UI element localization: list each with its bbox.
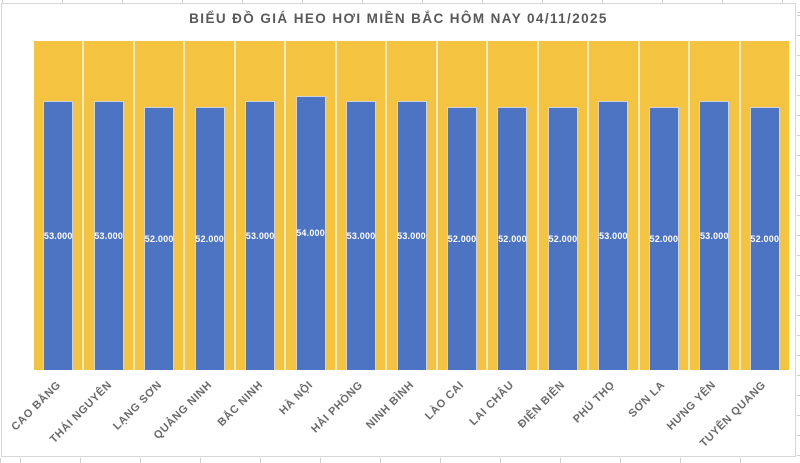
price-bar: 52.000 xyxy=(648,106,679,370)
category-slot: 53.000 xyxy=(34,41,85,370)
chart-title: BIỂU ĐỒ GIÁ HEO HƠI MIỀN BẮC HÔM NAY 04/… xyxy=(189,11,608,26)
bar-value-label: 52.000 xyxy=(548,233,578,244)
price-bar: 52.000 xyxy=(497,106,528,370)
x-axis-labels: CAO BẰNG THÁI NGUYÊN LẠNG SƠN QUẢNG NINH BẮC… xyxy=(9,370,789,456)
sheet-column-gridline-stubs-top xyxy=(0,0,800,3)
category-slot: 53.000 xyxy=(690,41,741,370)
category-slot: 53.000 xyxy=(236,41,287,370)
price-bar: 53.000 xyxy=(93,101,124,370)
category-slot: 53.000 xyxy=(387,41,438,370)
bar-value-label: 53.000 xyxy=(245,231,275,242)
category-slot: 54.000 xyxy=(286,41,337,370)
bar-value-label: 52.000 xyxy=(649,233,679,244)
category-slot: 52.000 xyxy=(135,41,186,370)
plot-area: 53.000 53.000 52.000 52.000 53.000 54.000 53.0… xyxy=(34,41,789,370)
category-slot: 52.000 xyxy=(438,41,489,370)
price-bar: 52.000 xyxy=(749,106,780,370)
price-bar: 54.000 xyxy=(295,95,326,370)
bar-value-label: 52.000 xyxy=(750,233,780,244)
bar-value-label: 53.000 xyxy=(699,231,729,242)
bar-value-label: 53.000 xyxy=(397,231,426,242)
bar-value-label: 53.000 xyxy=(94,231,124,242)
category-slot: 52.000 xyxy=(488,41,539,370)
sheet-row-gridline-stubs-right xyxy=(797,0,800,463)
price-bar: 52.000 xyxy=(194,106,225,370)
price-bar: 53.000 xyxy=(346,101,377,370)
price-bar: 53.000 xyxy=(699,101,730,370)
price-bar: 52.000 xyxy=(446,106,477,370)
bar-value-label: 54.000 xyxy=(296,228,325,239)
bar-value-label: 53.000 xyxy=(43,231,73,242)
price-bar: 53.000 xyxy=(245,101,276,370)
chart-frame: BIỂU ĐỒ GIÁ HEO HƠI MIỀN BẮC HÔM NAY 04/… xyxy=(1,3,796,457)
category-slot: 53.000 xyxy=(589,41,640,370)
category-slot: 52.000 xyxy=(640,41,691,370)
bar-value-label: 52.000 xyxy=(144,233,174,244)
price-bar: 53.000 xyxy=(598,101,629,370)
category-slot: 53.000 xyxy=(84,41,135,370)
category-slot: 53.000 xyxy=(337,41,388,370)
bar-value-label: 52.000 xyxy=(498,233,527,244)
bar-value-label: 52.000 xyxy=(447,233,477,244)
bar-value-label: 53.000 xyxy=(346,231,376,242)
category-slot: 52.000 xyxy=(185,41,236,370)
bar-value-label: 53.000 xyxy=(599,231,628,242)
price-bar: 52.000 xyxy=(547,106,578,370)
category-slot: 52.000 xyxy=(741,41,789,370)
category-slot: 52.000 xyxy=(539,41,590,370)
bar-value-label: 52.000 xyxy=(195,233,224,244)
sheet-column-gridline-stubs-bottom xyxy=(0,458,800,463)
price-bar: 52.000 xyxy=(144,106,175,370)
price-bar: 53.000 xyxy=(396,101,427,370)
price-bar: 53.000 xyxy=(43,101,74,370)
